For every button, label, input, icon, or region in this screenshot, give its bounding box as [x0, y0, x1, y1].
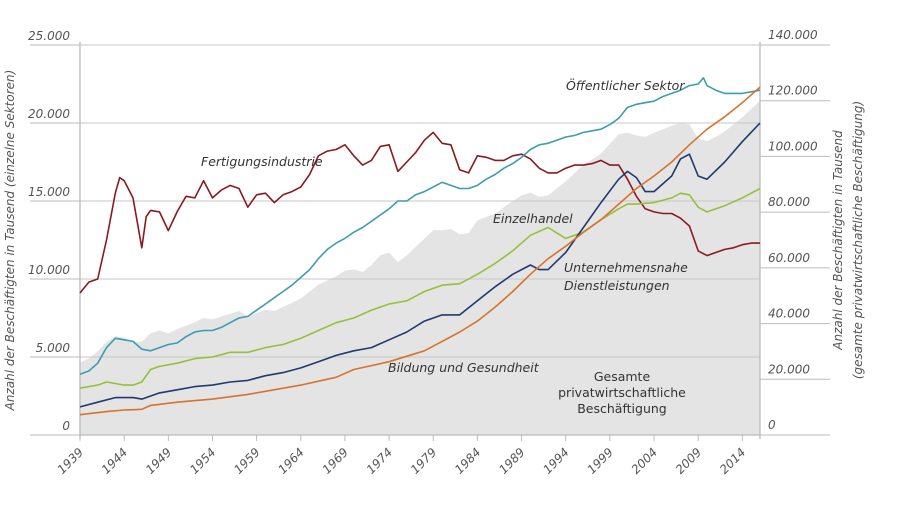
x-tick-label: 1939	[55, 445, 86, 476]
y-tick-label-right: 80.000	[768, 195, 810, 209]
y-tick-label-left: 25.000	[28, 29, 70, 43]
x-tick-label: 1989	[496, 445, 527, 476]
series-line-einzelhandel	[79, 187, 761, 389]
y-axis-title-left: Anzahl der Beschäftigten in Tausend (ein…	[3, 70, 17, 412]
x-tick-label: 1944	[99, 445, 130, 476]
y-tick-label-left: 10.000	[28, 263, 70, 277]
y-tick-label-left: 0	[62, 419, 70, 433]
series-label: Öffentlicher Sektor	[566, 77, 685, 93]
y-tick-label-right: 100.000	[768, 139, 818, 153]
y-tick-label-left: 15.000	[28, 185, 70, 199]
y-tick-label-right: 20.000	[768, 362, 810, 376]
y-tick-label-right: 60.000	[768, 251, 810, 265]
x-tick-label: 2004	[629, 445, 660, 476]
series-label: Einzelhandel	[493, 211, 573, 226]
x-tick-label: 1994	[540, 445, 571, 476]
y-tick-label-right: 40.000	[768, 307, 810, 321]
x-tick-label: 1959	[231, 445, 262, 476]
x-tick-label: 1984	[452, 445, 483, 476]
x-tick-label: 1979	[408, 445, 439, 476]
area-label: Beschäftigung	[577, 401, 667, 416]
series-label: Dienstleistungen	[564, 278, 670, 293]
x-tick-label: 1954	[187, 445, 218, 476]
series-line-unternehmensnahe-dienstleistungen	[79, 122, 761, 408]
x-tick-label: 2014	[717, 445, 748, 476]
y-axis-title-right: Anzahl der Beschäftigten in Tausend	[831, 130, 845, 351]
x-tick-label: 1969	[320, 445, 351, 476]
series-label: Unternehmensnahe	[564, 260, 688, 275]
x-tick-label: 2009	[673, 445, 704, 476]
series-label: Bildung und Gesundheit	[388, 360, 540, 375]
y-tick-label-right: 0	[768, 418, 776, 432]
y-tick-label-right: 140.000	[768, 28, 818, 42]
x-tick-label: 1999	[584, 445, 615, 476]
y-axis-title-right: (gesamte privatwirtschaftliche Beschäfti…	[851, 101, 865, 379]
area-label: privatwirtschaftliche	[558, 385, 686, 400]
x-tick-label: 1949	[143, 445, 174, 476]
x-tick-label: 1964	[275, 445, 306, 476]
series-line-bildung-und-gesundheit	[79, 86, 761, 416]
y-tick-label-right: 120.000	[768, 84, 818, 98]
series-line-fertigungsindustrie	[79, 131, 760, 294]
series-line--ffentlicher-sektor	[79, 77, 761, 375]
area-label: Gesamte	[594, 369, 651, 384]
y-tick-label-left: 5.000	[36, 341, 71, 355]
series-label: Fertigungsindustrie	[201, 154, 323, 169]
y-tick-label-left: 20.000	[28, 107, 70, 121]
x-tick-label: 1974	[364, 445, 395, 476]
